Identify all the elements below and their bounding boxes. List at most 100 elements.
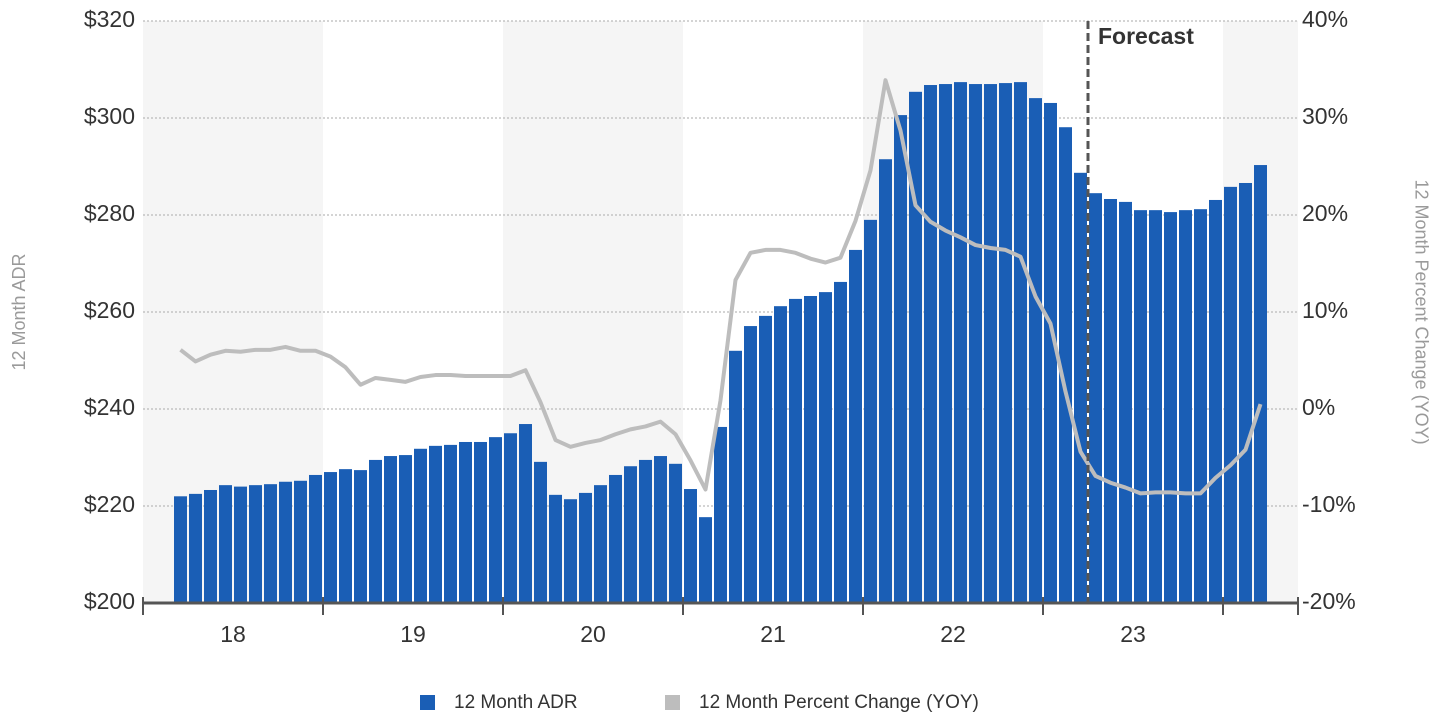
x-group-label: 19 [400, 621, 426, 647]
bar [219, 485, 232, 603]
bar [1164, 212, 1177, 603]
x-group-label: 21 [760, 621, 786, 647]
bar [354, 470, 367, 603]
bar [699, 517, 712, 603]
bar [909, 91, 922, 603]
bar [789, 298, 802, 603]
bar [594, 485, 607, 603]
bar [369, 459, 382, 603]
bar [1194, 209, 1207, 603]
y-tick-label: $280 [84, 200, 135, 226]
y2-axis-label: 12 Month Percent Change (YOY) [1411, 179, 1431, 444]
bar [414, 448, 427, 603]
y2-tick-label: 0% [1302, 394, 1335, 420]
bar [714, 426, 727, 603]
bar [234, 486, 247, 603]
y-axis-label: 12 Month ADR [9, 253, 29, 370]
bar [399, 455, 412, 603]
bar [534, 461, 547, 603]
y-tick-label: $260 [84, 297, 135, 323]
bar [279, 481, 292, 603]
y-tick-label: $320 [84, 6, 135, 32]
bar [774, 306, 787, 603]
y2-tick-label: -10% [1302, 491, 1356, 517]
bar [444, 444, 457, 603]
bar [564, 499, 577, 603]
bar [294, 480, 307, 603]
bar [579, 492, 592, 603]
bar [609, 474, 622, 603]
bar [339, 469, 352, 603]
bar [1014, 82, 1027, 604]
y2-tick-label: 30% [1302, 103, 1348, 129]
line [179, 78, 1263, 496]
bar [1104, 198, 1117, 603]
legend-label: 12 Month ADR [454, 692, 578, 713]
bar [504, 433, 517, 603]
bar [1044, 102, 1057, 603]
y2-tick-label: 40% [1302, 6, 1348, 32]
bar [744, 326, 757, 603]
bar [1254, 165, 1267, 604]
bar [969, 84, 982, 604]
bar [984, 84, 997, 604]
bar [489, 437, 502, 603]
bar [654, 456, 667, 603]
bar [1149, 210, 1162, 603]
x-group-label: 20 [580, 621, 606, 647]
bar [1059, 127, 1072, 603]
bar [819, 292, 832, 603]
legend-swatch [420, 695, 435, 710]
bar [1074, 172, 1087, 603]
bar [264, 484, 277, 603]
y2-tick-label: 10% [1302, 297, 1348, 323]
legend-swatch [665, 695, 680, 710]
bar [519, 424, 532, 603]
bar [1029, 98, 1042, 604]
y2-tick-label: -20% [1302, 588, 1356, 614]
bar [759, 315, 772, 603]
bar [459, 441, 472, 603]
forecast-label: Forecast [1098, 23, 1194, 49]
bar [1224, 186, 1237, 603]
bar [429, 445, 442, 603]
y-tick-label: $200 [84, 588, 135, 614]
bar [864, 219, 877, 603]
y-tick-label: $240 [84, 394, 135, 420]
bar [999, 83, 1012, 603]
bar [204, 489, 217, 603]
x-group-label: 18 [220, 621, 246, 647]
bar [939, 84, 952, 604]
bar [639, 459, 652, 603]
bar [1209, 199, 1222, 603]
bar [624, 466, 637, 603]
y2-tick-label: 20% [1302, 200, 1348, 226]
bar [309, 474, 322, 603]
legend-label: 12 Month Percent Change (YOY) [699, 692, 979, 713]
bar [684, 489, 697, 603]
bar [384, 456, 397, 603]
bar [174, 496, 187, 603]
bar [189, 493, 202, 603]
bar [924, 85, 937, 603]
bar [1134, 210, 1147, 603]
bar [729, 350, 742, 603]
bar [249, 485, 262, 603]
bar [324, 472, 337, 603]
bar [849, 249, 862, 604]
bar [1239, 182, 1252, 604]
bar [1089, 193, 1102, 604]
x-group-label: 23 [1120, 621, 1146, 647]
bar [669, 463, 682, 603]
bar [474, 441, 487, 603]
y-tick-label: $220 [84, 491, 135, 517]
x-group-label: 22 [940, 621, 966, 647]
bar [549, 494, 562, 603]
bar [954, 82, 967, 604]
bar [804, 295, 817, 603]
bar [1119, 201, 1132, 603]
bar [879, 159, 892, 603]
bar [894, 115, 907, 603]
bar [1179, 210, 1192, 603]
